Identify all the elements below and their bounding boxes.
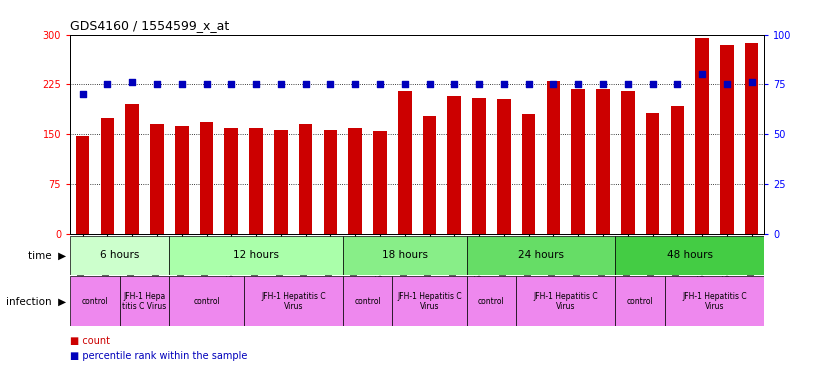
Point: [225, 81, 238, 88]
Bar: [596, 89, 610, 234]
Bar: [671, 106, 684, 234]
Text: infection  ▶: infection ▶: [6, 296, 66, 306]
Bar: [373, 131, 387, 234]
Point: [596, 81, 610, 88]
Text: ■ percentile rank within the sample: ■ percentile rank within the sample: [70, 351, 248, 361]
Point: [745, 79, 758, 86]
Bar: [745, 43, 758, 234]
Point: [720, 81, 733, 88]
Bar: [398, 91, 411, 234]
Bar: [572, 89, 585, 234]
Point: [150, 81, 164, 88]
Point: [472, 81, 486, 88]
Text: JFH-1 Hepatitis C
Virus: JFH-1 Hepatitis C Virus: [534, 292, 598, 311]
Bar: [175, 126, 188, 234]
Text: control: control: [478, 297, 505, 306]
Bar: [225, 128, 238, 234]
Bar: [299, 124, 312, 234]
Bar: [249, 128, 263, 234]
Point: [448, 81, 461, 88]
Bar: [120, 276, 169, 326]
Bar: [547, 81, 560, 234]
Bar: [101, 118, 114, 234]
Bar: [467, 236, 615, 275]
Text: JFH-1 Hepatitis C
Virus: JFH-1 Hepatitis C Virus: [397, 292, 462, 311]
Bar: [126, 104, 139, 234]
Bar: [392, 276, 467, 326]
Text: ■ count: ■ count: [70, 336, 110, 346]
Bar: [665, 276, 764, 326]
Point: [299, 81, 312, 88]
Bar: [76, 136, 89, 234]
Text: control: control: [354, 297, 381, 306]
Point: [200, 81, 213, 88]
Bar: [169, 276, 244, 326]
Point: [349, 81, 362, 88]
Bar: [274, 130, 287, 234]
Text: control: control: [627, 297, 653, 306]
Point: [646, 81, 659, 88]
Text: 12 hours: 12 hours: [233, 250, 279, 260]
Bar: [522, 114, 535, 234]
Text: control: control: [82, 297, 108, 306]
Bar: [720, 45, 733, 234]
Bar: [516, 276, 615, 326]
Text: 24 hours: 24 hours: [518, 250, 564, 260]
Point: [324, 81, 337, 88]
Point: [126, 79, 139, 86]
Bar: [615, 236, 764, 275]
Bar: [621, 91, 634, 234]
Bar: [472, 98, 486, 234]
Point: [497, 81, 510, 88]
Bar: [343, 236, 467, 275]
Point: [175, 81, 188, 88]
Point: [423, 81, 436, 88]
Point: [572, 81, 585, 88]
Bar: [695, 38, 709, 234]
Point: [522, 81, 535, 88]
Text: JFH-1 Hepatitis C
Virus: JFH-1 Hepatitis C Virus: [261, 292, 325, 311]
Text: time  ▶: time ▶: [28, 250, 66, 260]
Point: [547, 81, 560, 88]
Text: control: control: [193, 297, 220, 306]
Point: [249, 81, 263, 88]
Bar: [467, 276, 516, 326]
Text: JFH-1 Hepa
titis C Virus: JFH-1 Hepa titis C Virus: [122, 292, 167, 311]
Point: [695, 71, 709, 78]
Bar: [244, 276, 343, 326]
Bar: [497, 99, 510, 234]
Point: [373, 81, 387, 88]
Bar: [448, 96, 461, 234]
Text: 48 hours: 48 hours: [667, 250, 713, 260]
Point: [398, 81, 411, 88]
Bar: [169, 236, 343, 275]
Point: [76, 91, 89, 98]
Point: [621, 81, 634, 88]
Bar: [324, 130, 337, 234]
Text: 18 hours: 18 hours: [382, 250, 428, 260]
Point: [671, 81, 684, 88]
Bar: [646, 113, 659, 234]
Text: JFH-1 Hepatitis C
Virus: JFH-1 Hepatitis C Virus: [682, 292, 747, 311]
Bar: [343, 276, 392, 326]
Point: [274, 81, 287, 88]
Text: 6 hours: 6 hours: [100, 250, 140, 260]
Bar: [70, 236, 169, 275]
Text: GDS4160 / 1554599_x_at: GDS4160 / 1554599_x_at: [70, 19, 230, 32]
Point: [101, 81, 114, 88]
Bar: [70, 276, 120, 326]
Bar: [423, 116, 436, 234]
Bar: [200, 122, 213, 234]
Bar: [349, 128, 362, 234]
Bar: [615, 276, 665, 326]
Bar: [150, 124, 164, 234]
